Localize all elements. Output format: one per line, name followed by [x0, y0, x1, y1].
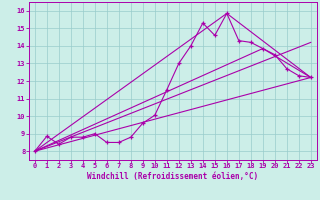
X-axis label: Windchill (Refroidissement éolien,°C): Windchill (Refroidissement éolien,°C) — [87, 172, 258, 181]
